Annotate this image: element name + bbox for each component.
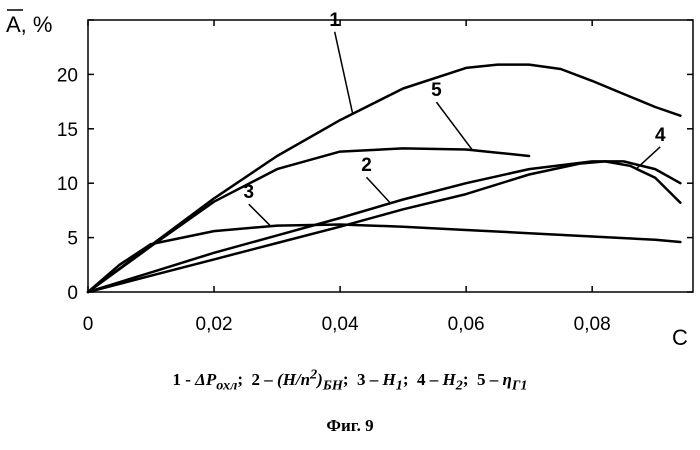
- series-label-1: 1: [329, 10, 340, 31]
- x-tick-label: 0,06: [448, 314, 485, 335]
- chart: 0 5 10 15 20 0 0,02 0,04 0,06 0,08 1 2 3 4 5 A, % C: [0, 0, 700, 350]
- legend-entry-2: 2 – (H/n2)БН: [252, 370, 343, 389]
- legend: 1 - ΔPохл; 2 – (H/n2)БН; 3 – H1; 4 – H2;…: [0, 366, 700, 394]
- legend-entry-1: 1 - ΔPохл: [173, 370, 238, 389]
- legend-delimiter: ;: [237, 370, 251, 389]
- series-label-3: 3: [243, 182, 254, 203]
- plot-frame: [88, 20, 693, 292]
- x-tick-label: 0,08: [574, 314, 611, 335]
- series-label-4: 4: [655, 125, 666, 146]
- legend-number: 1: [173, 370, 182, 389]
- legend-subscript: охл: [216, 377, 237, 393]
- series-line-1: [88, 65, 680, 292]
- legend-delimiter: ;: [403, 370, 417, 389]
- figure-caption: Фиг. 9: [0, 416, 700, 436]
- legend-symbol: ΔP: [195, 370, 216, 389]
- y-tick-label: 10: [57, 174, 78, 195]
- x-axis-ticks: 0 0,02 0,04 0,06 0,08: [83, 20, 611, 335]
- x-tick-label: 0: [83, 314, 94, 335]
- legend-separator: –: [366, 370, 383, 389]
- legend-separator: –: [260, 370, 277, 389]
- series-label-leader-5: [436, 102, 472, 150]
- series-labels: 1 2 3 4 5: [243, 10, 666, 226]
- legend-symbol: η: [503, 370, 512, 389]
- legend-delimiter: ;: [343, 370, 357, 389]
- legend-separator: –: [486, 370, 503, 389]
- series-label-leader-1: [335, 32, 353, 114]
- x-tick-label: 0,02: [196, 314, 233, 335]
- series-label-leader-3: [249, 204, 271, 226]
- y-axis-label: A, %: [6, 12, 52, 37]
- legend-symbol: H: [443, 370, 456, 389]
- legend-number: 2: [252, 370, 261, 389]
- series-label-2: 2: [361, 155, 372, 176]
- series-label-leader-2: [367, 177, 391, 203]
- x-tick-label: 0,04: [322, 314, 359, 335]
- legend-subscript: БН: [323, 377, 343, 393]
- series-label-leader-4: [636, 147, 660, 169]
- legend-subscript: 2: [456, 377, 463, 393]
- series-lines: [88, 65, 680, 292]
- series-label-5: 5: [431, 80, 442, 101]
- series-line-3: [88, 225, 680, 293]
- y-tick-label: 15: [57, 120, 78, 141]
- legend-delimiter: ;: [463, 370, 477, 389]
- legend-entry-4: 4 – H2: [417, 370, 463, 389]
- legend-entry-5: 5 – ηГ1: [477, 370, 527, 389]
- legend-number: 5: [477, 370, 486, 389]
- legend-entry-3: 3 – H1: [357, 370, 403, 389]
- legend-subscript: 1: [396, 377, 403, 393]
- x-axis-label: C: [672, 325, 688, 350]
- y-tick-label: 0: [67, 283, 78, 304]
- y-tick-label: 5: [67, 229, 78, 250]
- y-tick-label: 20: [57, 65, 78, 86]
- legend-symbol: (H/n: [277, 370, 310, 389]
- legend-separator: -: [181, 370, 195, 389]
- legend-symbol: H: [383, 370, 396, 389]
- legend-separator: –: [426, 370, 443, 389]
- legend-subscript: Г1: [512, 377, 528, 393]
- legend-number: 3: [357, 370, 366, 389]
- legend-number: 4: [417, 370, 426, 389]
